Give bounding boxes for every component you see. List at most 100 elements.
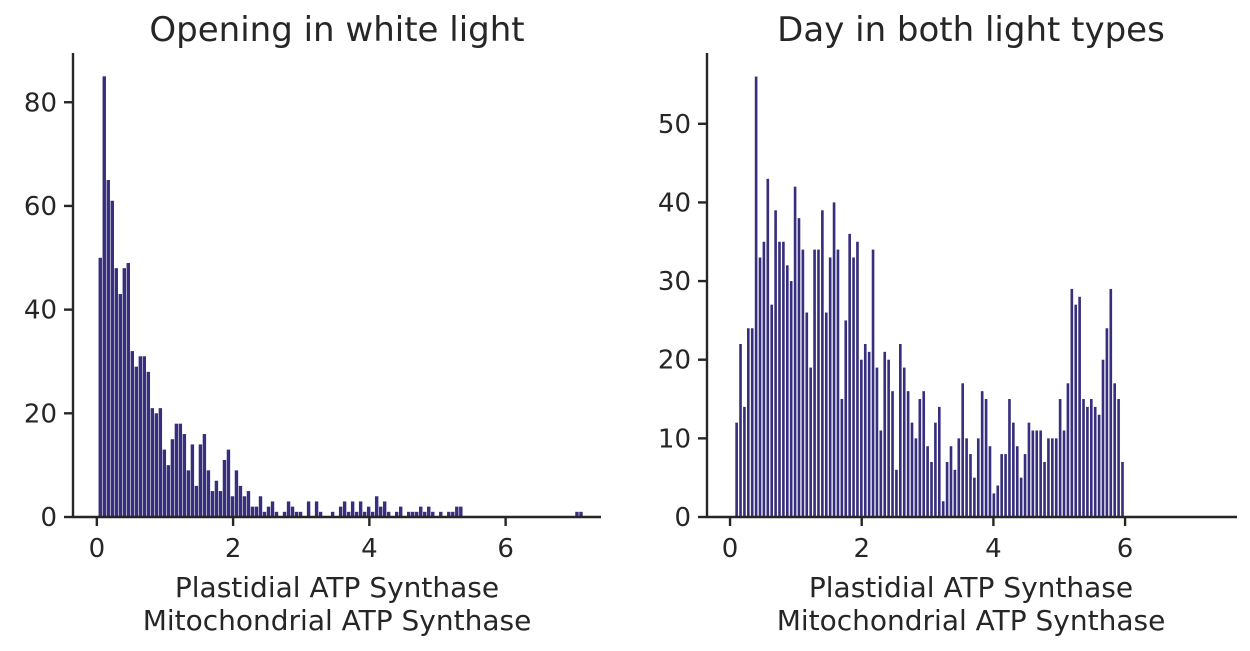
left-chart-bar [214, 480, 219, 517]
left-chart-bar [166, 465, 171, 517]
right-chart-y-tick-label: 40 [658, 188, 691, 218]
left-chart-bar [274, 511, 279, 517]
right-chart-bar [762, 241, 766, 517]
left-chart-bar [206, 470, 211, 517]
right-chart-y-tick-label: 0 [674, 503, 691, 533]
right-chart-bar [895, 469, 898, 517]
right-chart-bar [1051, 438, 1054, 517]
left-chart-x-tick-label: 6 [497, 534, 514, 564]
left-chart-y-ticks: 0 20 40 60 80 [24, 88, 73, 533]
left-chart-bar [122, 268, 126, 517]
left-chart-x-tick-label: 2 [225, 534, 242, 564]
left-chart-bar [394, 511, 399, 517]
right-chart-y-tick-label: 30 [658, 267, 691, 297]
right-chart-bar [1074, 304, 1078, 517]
right-chart-bar [793, 186, 797, 517]
right-chart-bar [902, 367, 906, 517]
left-chart-bar [218, 491, 223, 517]
right-chart-x-tick-label: 6 [1117, 534, 1134, 564]
left-chart-x-label: Plastidial ATP Synthase [175, 571, 499, 604]
left-chart-bar [222, 459, 227, 517]
left-chart-y-tick-label: 80 [24, 88, 57, 118]
right-chart-x-label: Plastidial ATP Synthase [809, 571, 1133, 604]
left-chart-bar [370, 511, 375, 517]
right-chart-bar [992, 493, 996, 517]
left-chart-bar [126, 262, 130, 517]
left-chart-bar [238, 485, 243, 517]
right-chart-bar [1101, 359, 1105, 517]
left-chart-bar [318, 511, 323, 517]
left-chart-bar [182, 434, 187, 517]
right-chart-bar [1000, 454, 1003, 517]
left-chart-bar [150, 408, 155, 517]
right-chart-bar [1090, 399, 1093, 517]
left-chart-bar [174, 423, 179, 517]
right-chart-bar [860, 359, 863, 517]
right-chart-bar [809, 367, 812, 517]
right-chart-bar [863, 343, 867, 517]
right-chart-bar [961, 383, 964, 517]
right-chart-bar [797, 218, 801, 517]
left-chart-bar [399, 506, 403, 517]
right-chart-bar [918, 399, 922, 517]
right-chart-bar [1066, 383, 1070, 517]
right-chart-bar [988, 446, 992, 517]
left-chart-bar [451, 511, 455, 517]
left-chart-bar [342, 501, 347, 517]
left-chart-bar [270, 501, 275, 517]
left-chart-bar [254, 506, 259, 517]
left-chart-bar [298, 511, 303, 517]
left-chart-bar [455, 506, 459, 517]
left-chart-bar [306, 501, 311, 517]
right-chart-title: Day in both light types [777, 10, 1165, 50]
left-chart-x-tick-label: 0 [89, 534, 106, 564]
right-chart-bar [945, 461, 949, 517]
right-chart-bar [824, 312, 828, 517]
right-chart-bar [758, 257, 762, 517]
right-chart-bar [1031, 430, 1035, 517]
left-chart-bar [427, 506, 431, 517]
left-chart-x-label-line-2: Mitochondrial ATP Synthase [143, 604, 532, 637]
right-chart-x-label-line-2: Mitochondrial ATP Synthase [777, 604, 1166, 637]
right-chart-bar [828, 257, 832, 517]
right-chart-bar [926, 446, 929, 517]
right-chart-y-tick-label: 10 [658, 424, 691, 454]
left-chart-y-tick-label: 0 [40, 503, 57, 533]
left-chart-bar [431, 511, 435, 517]
right-chart-bar [832, 202, 836, 518]
right-chart-bar [739, 343, 742, 517]
right-chart-bar [1109, 288, 1113, 517]
right-chart-bar [770, 304, 774, 517]
left-chart-bar [366, 506, 371, 517]
left-chart-bar [118, 294, 122, 517]
right-chart-bar [1117, 399, 1120, 517]
left-chart-bar [202, 434, 207, 517]
right-chart-bar [965, 438, 968, 517]
right-chart-bar [1093, 406, 1097, 517]
left-chart-bar [314, 501, 319, 517]
right-chart-bar [1023, 454, 1027, 517]
right-chart-bar [1086, 406, 1089, 517]
left-chart-bar [330, 511, 335, 517]
right-chart-bar [1012, 422, 1015, 517]
right-chart-bar [937, 406, 941, 517]
right-chart-bar [785, 265, 789, 517]
left-chart-bar [178, 423, 183, 517]
left-chart-bar [286, 501, 291, 517]
left-chart-bar [194, 485, 199, 517]
left-chart-bar [290, 506, 295, 517]
right-chart-bar [891, 391, 894, 517]
left-chart-bar [138, 356, 143, 517]
left-chart-bar [258, 496, 263, 517]
left-chart-bar [106, 180, 110, 517]
right-chart-bar [789, 281, 793, 517]
right-chart-bar [743, 406, 746, 517]
right-chart-bar [922, 391, 926, 517]
left-chart-bar [226, 449, 231, 517]
left-chart-bar [130, 351, 135, 517]
right-chart-bar [856, 241, 859, 517]
right-chart-bar [984, 399, 988, 517]
left-chart-bar [447, 511, 451, 517]
right-chart-bar [1070, 288, 1074, 517]
